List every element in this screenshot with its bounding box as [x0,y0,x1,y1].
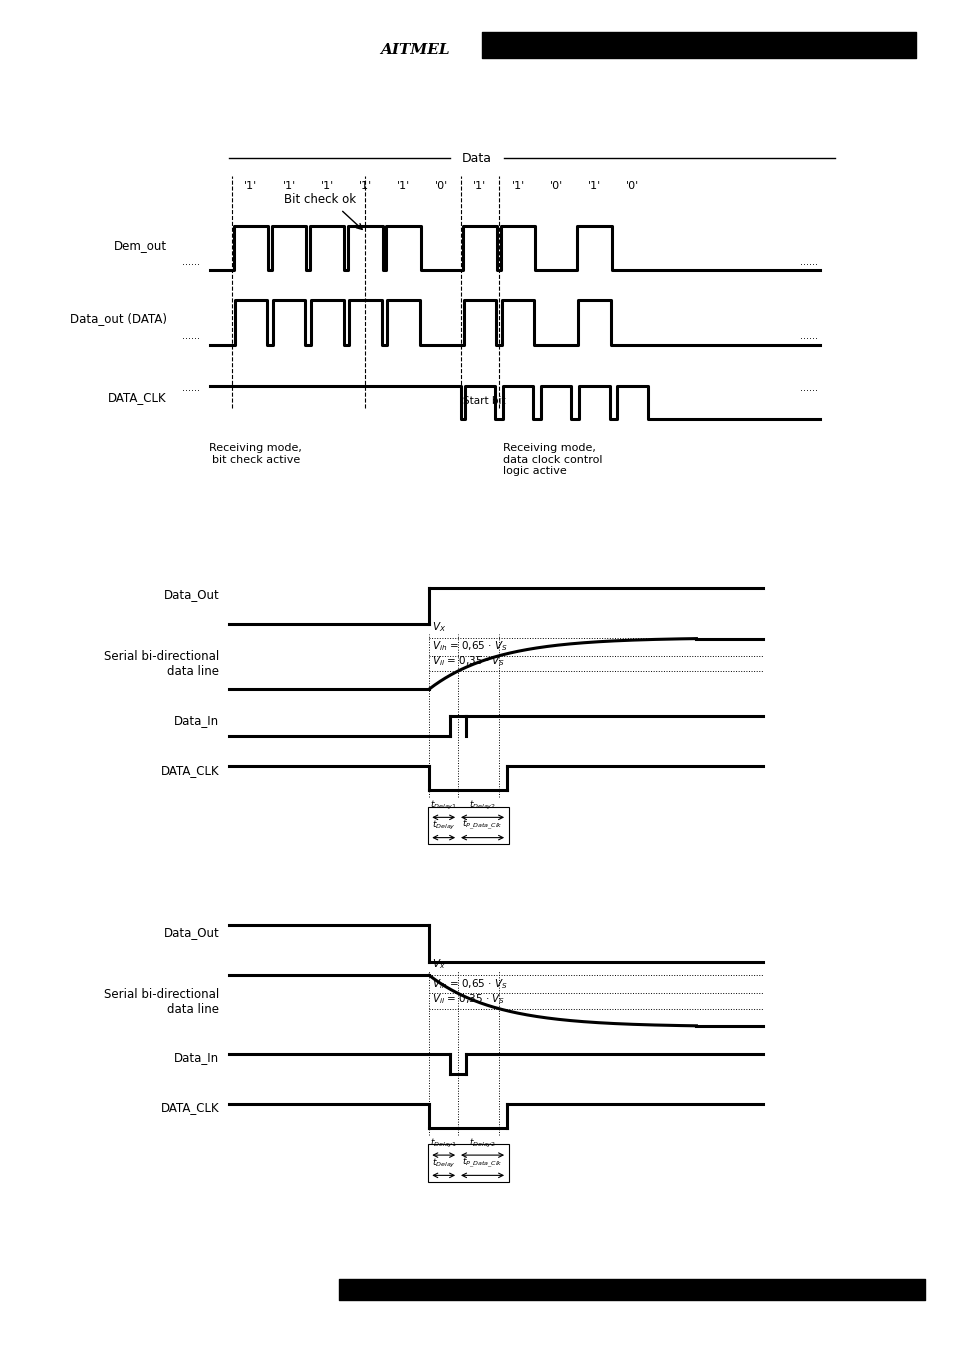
Text: Receiving mode,
bit check active: Receiving mode, bit check active [209,443,302,465]
Text: AITMEL: AITMEL [380,43,449,57]
Text: Data_out (DATA): Data_out (DATA) [70,312,167,326]
Text: ......: ...... [182,331,199,342]
Text: Receiving mode,
data clock control
logic active: Receiving mode, data clock control logic… [502,443,601,477]
Text: $t_{P\_Data\_Clk}$: $t_{P\_Data\_Clk}$ [461,817,502,832]
Text: ......: ...... [182,382,199,393]
Text: $t_{Delay}$: $t_{Delay}$ [432,1156,456,1170]
Text: $t_{Delay1}$: $t_{Delay1}$ [430,798,456,812]
Text: '0': '0' [549,181,562,192]
Text: $V_X$: $V_X$ [432,620,446,634]
Text: $V_{ih}$ = 0,65 · $V_S$: $V_{ih}$ = 0,65 · $V_S$ [432,639,507,653]
Text: '1': '1' [244,181,257,192]
Text: '0': '0' [435,181,448,192]
Text: $t_{P\_Data\_Clk}$: $t_{P\_Data\_Clk}$ [461,1155,502,1170]
Text: ......: ...... [800,331,817,342]
Text: DATA_CLK: DATA_CLK [161,763,219,777]
Text: Data_Out: Data_Out [164,925,219,939]
Bar [428,807,508,844]
Text: $V_{ih}$ = 0,65 · $V_S$: $V_{ih}$ = 0,65 · $V_S$ [432,977,507,990]
Text: DATA_CLK: DATA_CLK [161,1101,219,1115]
Text: ......: ...... [800,382,817,393]
Text: $V_{il}$ = 0,35 · $V_S$: $V_{il}$ = 0,35 · $V_S$ [432,992,505,1006]
Text: Serial bi-directional
data line: Serial bi-directional data line [104,650,219,678]
Text: DATA_CLK: DATA_CLK [109,390,167,404]
Text: $t_{Delay1}$: $t_{Delay1}$ [430,1136,456,1150]
Text: ......: ...... [800,257,817,267]
Text: '1': '1' [320,181,334,192]
Text: ......: ...... [182,257,199,267]
Text: '1': '1' [282,181,295,192]
Bar [428,1144,508,1182]
Text: '1': '1' [396,181,410,192]
Text: Bit check ok: Bit check ok [284,193,356,207]
Text: $t_{Delay2}$: $t_{Delay2}$ [469,1136,496,1150]
Text: $t_{Delay2}$: $t_{Delay2}$ [469,798,496,812]
Text: '1': '1' [511,181,524,192]
Text: Data_In: Data_In [174,1051,219,1065]
Text: Data_Out: Data_Out [164,588,219,601]
Text: '1': '1' [587,181,600,192]
Text: Start bit: Start bit [462,396,505,405]
Text: Data: Data [461,151,492,165]
Text: $t_{Delay}$: $t_{Delay}$ [432,819,456,832]
Text: $V_x$: $V_x$ [432,958,445,971]
Text: Data_In: Data_In [174,713,219,727]
Text: '0': '0' [625,181,639,192]
Text: '1': '1' [473,181,486,192]
Text: Dem_out: Dem_out [113,239,167,253]
Text: Serial bi-directional
data line: Serial bi-directional data line [104,988,219,1016]
Text: '1': '1' [358,181,372,192]
Text: $V_{il}$ = 0,35 · $V_S$: $V_{il}$ = 0,35 · $V_S$ [432,654,505,669]
